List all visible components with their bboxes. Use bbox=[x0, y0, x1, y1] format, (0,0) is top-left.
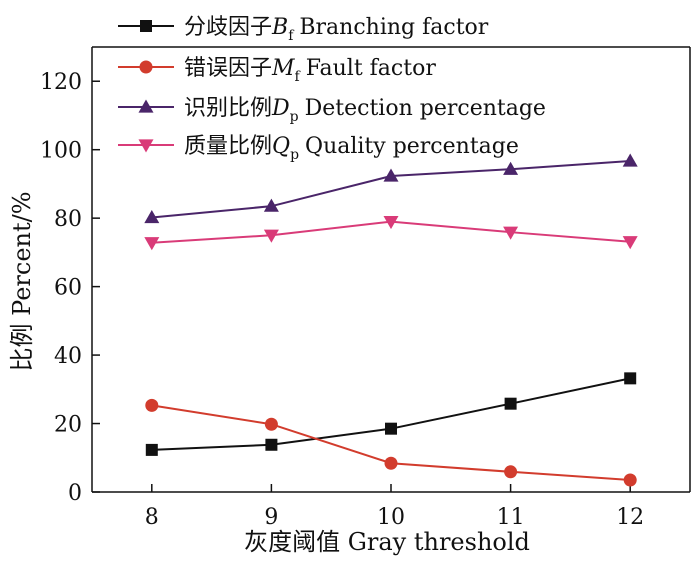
series-2 bbox=[145, 398, 637, 487]
legend-marker-2 bbox=[139, 60, 153, 74]
series-3-point-12 bbox=[622, 153, 638, 167]
series-3-point-9 bbox=[263, 198, 279, 212]
series-4-point-11 bbox=[503, 226, 519, 240]
series-3-point-8 bbox=[144, 209, 160, 224]
y-tick-label-60: 60 bbox=[54, 276, 82, 301]
y-tick-label-120: 120 bbox=[40, 70, 82, 95]
x-tick-label-12: 12 bbox=[616, 505, 644, 530]
x-tick-label-10: 10 bbox=[377, 505, 405, 530]
legend-label-1: 分歧因子Bf Branching factor bbox=[184, 15, 489, 44]
axes bbox=[91, 46, 691, 493]
legend-suffix: Quality percentage bbox=[305, 134, 519, 159]
legend-label-3: 识别比例Dp Detection percentage bbox=[184, 96, 546, 125]
series-2-point-9 bbox=[264, 417, 278, 431]
series-1-point-10 bbox=[385, 422, 397, 435]
legend-symbol: Q bbox=[272, 134, 290, 159]
y-tick-label-40: 40 bbox=[54, 344, 82, 369]
y-tick-label-100: 100 bbox=[40, 139, 82, 164]
legend-item-3: 识别比例Dp Detection percentage bbox=[118, 96, 546, 125]
y-tick-label-80: 80 bbox=[54, 207, 82, 232]
series-2-point-12 bbox=[623, 473, 637, 487]
x-tick-label-9: 9 bbox=[264, 505, 278, 530]
legend-subscript: f bbox=[295, 69, 302, 85]
legend-symbol: M bbox=[271, 56, 295, 81]
series-layer bbox=[144, 153, 638, 487]
x-axis-title: 灰度阈值 Gray threshold bbox=[244, 528, 530, 556]
legend-prefix: 质量比例 bbox=[184, 134, 272, 159]
series-4-point-12 bbox=[622, 236, 638, 250]
y-axis-title: 比例 Percent/% bbox=[8, 191, 36, 371]
series-2-point-10 bbox=[384, 456, 398, 470]
legend-item-2: 错误因子Mf Fault factor bbox=[118, 56, 436, 85]
series-2-point-8 bbox=[145, 398, 159, 412]
series-1 bbox=[145, 372, 637, 456]
legend-marker-4 bbox=[138, 139, 154, 153]
legend-suffix: Branching factor bbox=[299, 15, 488, 40]
legend-prefix: 错误因子 bbox=[184, 56, 272, 81]
y-tick-label-20: 20 bbox=[54, 413, 82, 438]
legend-prefix: 识别比例 bbox=[184, 96, 272, 121]
legend-label-4: 质量比例Qp Quality percentage bbox=[184, 134, 519, 163]
legend-item-4: 质量比例Qp Quality percentage bbox=[118, 134, 519, 163]
series-4-point-9 bbox=[263, 229, 279, 243]
series-3 bbox=[144, 153, 638, 224]
tick-labels: 0 20 40 60 80 100 120 8 9 10 11 12 bbox=[40, 70, 644, 530]
x-tick-label-8: 8 bbox=[145, 505, 159, 530]
series-4-point-8 bbox=[144, 237, 160, 251]
series-1-point-9 bbox=[265, 438, 278, 451]
legend-suffix: Fault factor bbox=[306, 56, 437, 81]
legend-subscript: p bbox=[290, 147, 299, 163]
series-4-point-10 bbox=[383, 215, 399, 230]
series-1-point-12 bbox=[624, 372, 637, 385]
legend-subscript: f bbox=[288, 28, 295, 44]
y-tick-label-0: 0 bbox=[68, 481, 82, 506]
series-2-point-11 bbox=[504, 465, 518, 479]
legend-item-1: 分歧因子Bf Branching factor bbox=[118, 15, 489, 44]
legend-label-2: 错误因子Mf Fault factor bbox=[184, 56, 436, 85]
x-tick-label-11: 11 bbox=[497, 505, 525, 530]
legend-symbol: D bbox=[271, 96, 290, 121]
legend-marker-3 bbox=[138, 99, 154, 113]
series-3-point-11 bbox=[503, 161, 519, 175]
series-3-point-10 bbox=[383, 168, 399, 182]
legend-symbol: B bbox=[271, 15, 288, 40]
legend-marker-1 bbox=[140, 20, 152, 32]
tick-marks bbox=[92, 80, 631, 493]
legend-suffix: Detection percentage bbox=[305, 96, 546, 121]
series-1-line bbox=[151, 377, 631, 451]
series-1-point-8 bbox=[145, 443, 158, 456]
series-1-point-11 bbox=[504, 397, 517, 410]
legend-prefix: 分歧因子 bbox=[184, 15, 272, 40]
series-4 bbox=[144, 215, 638, 251]
legend-subscript: p bbox=[290, 109, 299, 125]
